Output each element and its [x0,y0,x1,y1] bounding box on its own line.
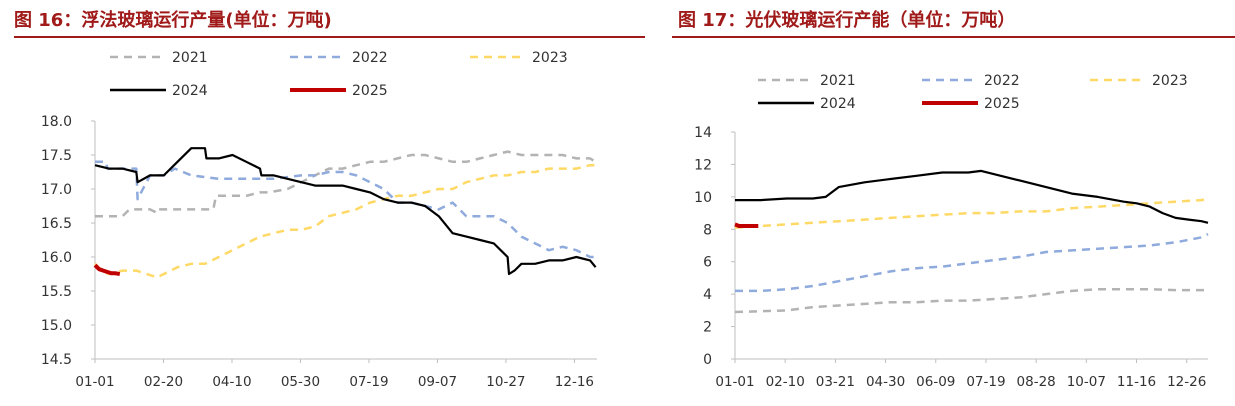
x-tick-label: 12-26 [1167,374,1206,390]
x-tick-label: 04-30 [866,374,905,390]
series-line-2021 [734,288,1208,314]
x-tick-label: 10-07 [1067,374,1106,390]
series-line-2024 [94,147,597,276]
legend-label-2021: 2021 [820,73,856,89]
x-tick-label: 10-27 [486,374,525,390]
y-tick-label: 4 [703,287,712,303]
y-tick-label: 10 [694,190,712,206]
y-tick-label: 0 [703,352,712,368]
chart-panel-left: 图 16：浮法玻璃运行产量(单位：万吨) 18.0 17.5 17.0 16.5 16.… [14,10,645,390]
series-line-2023 [94,163,596,279]
y-tick-label: 15.5 [41,284,72,300]
x-tick-label: 03-21 [816,374,855,390]
y-tick-label: 15.0 [41,318,72,334]
legend-label-2022: 2022 [984,73,1020,89]
y-tick-label: 8 [703,222,712,238]
y-tick-label: 12 [694,157,712,173]
y-tick-label: 2 [703,320,712,336]
legend-label-2025: 2025 [352,83,388,99]
legend-label-2024: 2024 [172,83,208,99]
x-tick-label: 07-19 [349,374,388,390]
y-tick-label: 18.0 [41,114,72,130]
y-tick-label: 14.5 [41,352,72,368]
y-tick-label: 14 [694,125,712,141]
series-line-2022 [735,232,1209,293]
x-tick-label: 01-01 [715,374,754,390]
series-line-2025 [93,263,121,276]
title-rule [14,36,645,38]
series-line-2025 [734,222,759,228]
x-tick-label: 12-16 [555,374,594,390]
chart-svg-right: 14 12 10 8 6 4 2 001-01 02-10 03-21 04-30 06-09 07-1… [694,73,1209,390]
x-tick-label: 02-10 [766,374,805,390]
x-tick-label: 01-01 [75,374,114,390]
series-line-2024 [735,169,1209,224]
x-tick-label: 08-28 [1017,374,1056,390]
series-line-2021 [95,150,597,218]
legend-label-2022: 2022 [352,50,388,66]
y-tick-label: 16.0 [41,250,72,266]
legend-label-2024: 2024 [820,96,856,112]
title-rule [672,36,1235,38]
x-tick-label: 04-10 [212,374,251,390]
legend-label-2023: 2023 [532,50,568,66]
chart-panel-right: 图 17：光伏玻璃运行产能（单位：万吨） 14 12 10 8 6 4 2 0 01-01 02-… [672,0,1235,406]
chart-title: 图 17：光伏玻璃运行产能（单位：万吨） [678,10,1016,31]
x-tick-label: 07-19 [966,374,1005,390]
series-line-2022 [95,160,596,259]
y-tick-label: 17.0 [41,182,72,198]
y-tick-label: 17.5 [41,148,72,164]
y-tick-label: 16.5 [41,216,72,232]
legend-label-2021: 2021 [172,50,208,66]
legend-label-2023: 2023 [1152,73,1188,89]
x-tick-label: 09-07 [418,374,457,390]
chart-svg-left: 18.0 17.5 17.0 16.5 16.0 15.5 15.0 14.501-01 02-… [41,50,597,390]
chart-title: 图 16：浮法玻璃运行产量(单位：万吨) [14,10,332,31]
x-tick-label: 02-20 [144,374,183,390]
x-tick-label: 11-16 [1117,374,1156,390]
x-tick-label: 06-09 [916,374,955,390]
x-tick-label: 05-30 [281,374,320,390]
legend-label-2025: 2025 [984,96,1020,112]
series-line-2023 [734,197,1209,229]
y-tick-label: 6 [703,255,712,271]
